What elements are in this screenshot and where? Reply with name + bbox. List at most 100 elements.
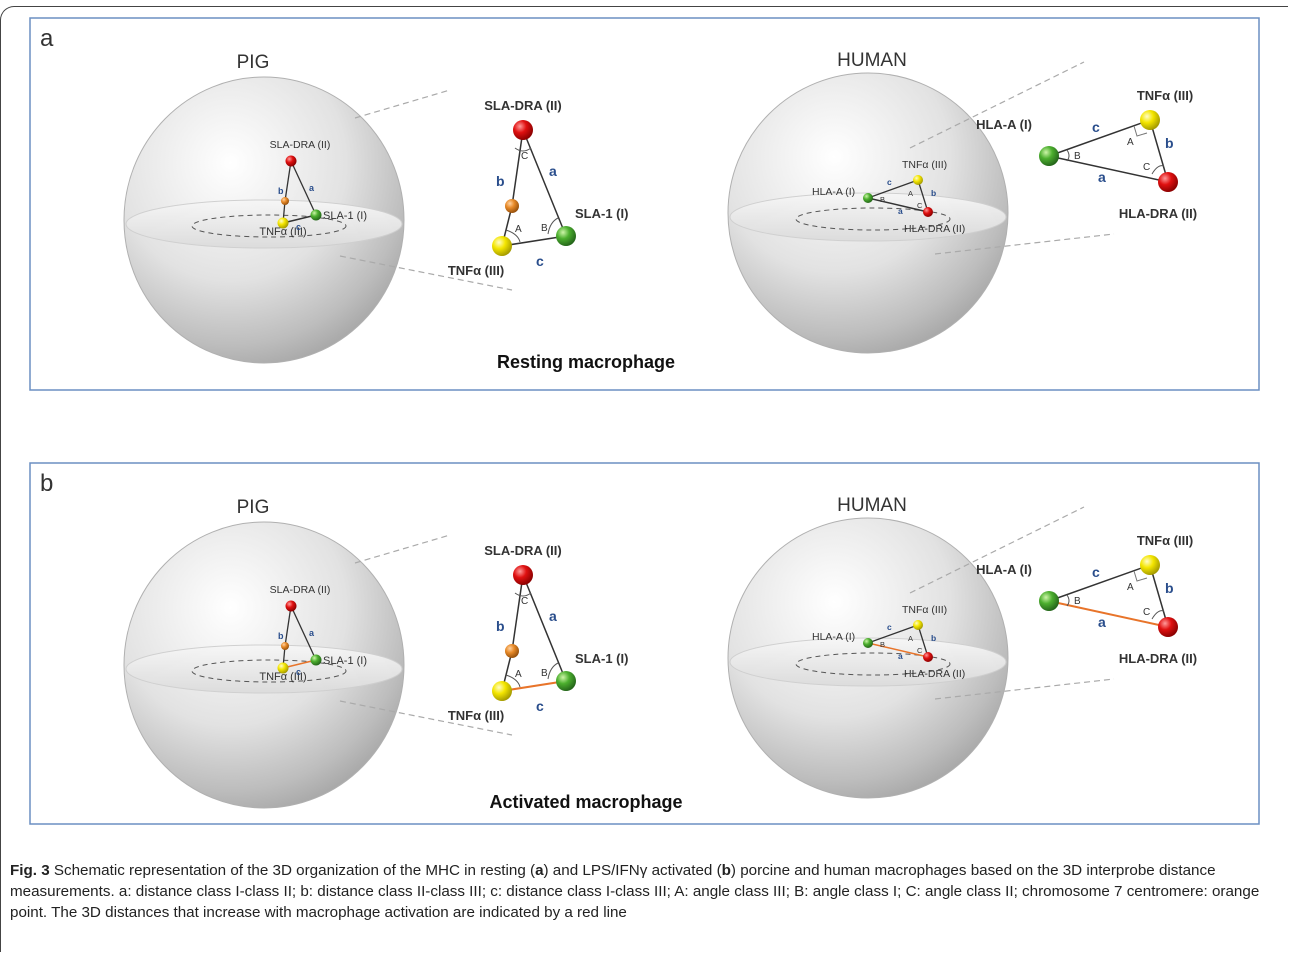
human-small-class1-point	[863, 638, 873, 648]
pig-zoom-line-top	[354, 89, 451, 119]
pig-big-class1-point	[556, 671, 576, 691]
human-small-class2-point	[923, 207, 933, 217]
human-big-side-a-label: a	[1098, 169, 1106, 185]
human-big-class1-point	[1039, 591, 1059, 611]
figure-diagram: a PIG SLA-DRA (II) SLA-1 (I) TNFα (III) b a c SL…	[29, 17, 1260, 825]
pig-big-angle-C-label: C	[521, 596, 528, 607]
human-big-side-b-label: b	[1165, 580, 1174, 596]
human-big-angle-A-label: A	[1127, 582, 1134, 593]
human-big-angle-B-label: B	[1074, 596, 1081, 607]
human-big-class3-label: TNFα (III)	[1137, 533, 1193, 548]
human-small-side-c	[867, 179, 919, 199]
human-big-class2-point	[1158, 172, 1178, 192]
human-small-class1-label: HLA-A (I)	[812, 186, 855, 198]
panel-bottom-label: Activated macrophage	[489, 792, 682, 812]
human-dashed-orbit	[795, 207, 951, 231]
pig-small-class3-point	[277, 662, 289, 674]
pig-big-class1-label: SLA-1 (I)	[575, 651, 628, 666]
panel-a: a PIG SLA-DRA (II) SLA-1 (I) TNFα (III) b a c SL…	[29, 17, 1260, 391]
pig-big-class3-point	[492, 681, 512, 701]
pig-big-side-a	[522, 574, 567, 682]
pig-small-class1-label: SLA-1 (I)	[323, 210, 367, 222]
human-big-side-a	[1048, 155, 1169, 183]
panel-border	[29, 462, 1260, 825]
human-small-side-c-label: c	[887, 622, 892, 632]
pig-big-angle-C-arc	[514, 147, 532, 152]
human-zoom-line-top	[909, 61, 1085, 149]
human-big-angle-B-arc	[1066, 594, 1070, 607]
human-zoom-line-bottom	[934, 678, 1115, 700]
pig-big-side-b	[511, 129, 524, 207]
pig-small-class3-point	[277, 217, 289, 229]
pig-small-side-a-label: a	[309, 183, 315, 193]
human-small-class3-label: TNFα (III)	[902, 604, 947, 616]
human-big-class1-label: HLA-A (I)	[976, 117, 1032, 132]
caption-bold-b: b	[721, 862, 731, 879]
human-small-side-a-label: a	[898, 651, 903, 661]
pig-small-class2-label: SLA-DRA (II)	[270, 139, 331, 151]
pig-big-side-c	[501, 680, 567, 692]
human-big-side-a	[1048, 600, 1169, 628]
human-small-side-b-label: b	[931, 633, 936, 643]
human-big-angle-B-arc	[1066, 149, 1070, 162]
human-big-right-angle-mark	[1133, 125, 1148, 137]
human-big-class3-label: TNFα (III)	[1137, 88, 1193, 103]
pig-big-side-a	[522, 129, 567, 237]
pig-title: PIG	[237, 52, 270, 73]
human-dashed-orbit	[795, 652, 951, 676]
pig-small-side-c-label: c	[296, 667, 301, 677]
human-big-class2-point	[1158, 617, 1178, 637]
human-big-class3-point	[1140, 555, 1160, 575]
pig-big-side-b	[511, 574, 524, 652]
human-big-side-c-label: c	[1092, 564, 1100, 580]
panel-letter: a	[40, 25, 54, 52]
pig-small-class1-label: SLA-1 (I)	[323, 655, 367, 667]
pig-small-side-c	[282, 214, 317, 224]
human-small-class3-point	[913, 175, 923, 185]
human-small-side-c-label: c	[887, 177, 892, 187]
pig-small-class1-point	[310, 654, 322, 666]
pig-big-side-b-label: b	[496, 173, 505, 189]
pig-big-side-a-label: a	[549, 163, 557, 179]
pig-small-side-b	[284, 605, 292, 647]
human-big-class1-point	[1039, 146, 1059, 166]
human-big-class3-point	[1140, 110, 1160, 130]
caption-fig-label: Fig. 3	[10, 862, 50, 879]
human-big-angle-A-label: A	[1127, 137, 1134, 148]
pig-small-centromere-point	[281, 197, 289, 205]
pig-big-angle-A-arc	[505, 674, 521, 688]
human-small-angle-B-label: B	[880, 195, 885, 204]
pig-big-class2-label: SLA-DRA (II)	[484, 98, 562, 113]
human-small-side-a	[867, 642, 929, 658]
pig-big-centromere-point	[505, 199, 519, 213]
human-big-angle-C-label: C	[1143, 607, 1150, 618]
pig-equator-disc	[125, 644, 403, 694]
human-small-side-b	[917, 624, 929, 658]
human-big-side-b	[1149, 564, 1169, 628]
pig-small-class3-label: TNFα (III)	[259, 226, 306, 238]
human-small-class2-label: HLA-DRA (II)	[904, 668, 965, 680]
pig-small-class2-point	[285, 600, 297, 612]
pig-small-side-b-label: b	[278, 631, 284, 641]
pig-small-side-b	[284, 160, 292, 202]
human-small-class2-point	[923, 652, 933, 662]
caption-text-3: ) porcine and human macrophages based on…	[10, 862, 1260, 921]
pig-zoom-line-top	[354, 534, 451, 564]
pig-big-side-c-label: c	[536, 253, 544, 269]
human-small-class3-point	[913, 620, 923, 630]
human-small-side-b-label: b	[931, 188, 936, 198]
human-big-right-angle-mark	[1133, 570, 1148, 582]
human-big-side-b-label: b	[1165, 135, 1174, 151]
pig-big-class2-point	[513, 565, 533, 585]
pig-small-class2-label: SLA-DRA (II)	[270, 584, 331, 596]
human-big-class2-label: HLA-DRA (II)	[1119, 206, 1197, 221]
figure-caption: Fig. 3 Schematic representation of the 3…	[10, 860, 1270, 923]
pig-small-side-c	[282, 659, 317, 669]
pig-big-class1-point	[556, 226, 576, 246]
panel-bottom-label: Resting macrophage	[497, 352, 675, 372]
human-small-angle-B-label: B	[880, 640, 885, 649]
pig-big-angle-B-arc	[547, 662, 559, 680]
pig-big-side-b-label: b	[496, 618, 505, 634]
human-title: HUMAN	[837, 50, 907, 71]
pig-small-centromere-point	[281, 642, 289, 650]
